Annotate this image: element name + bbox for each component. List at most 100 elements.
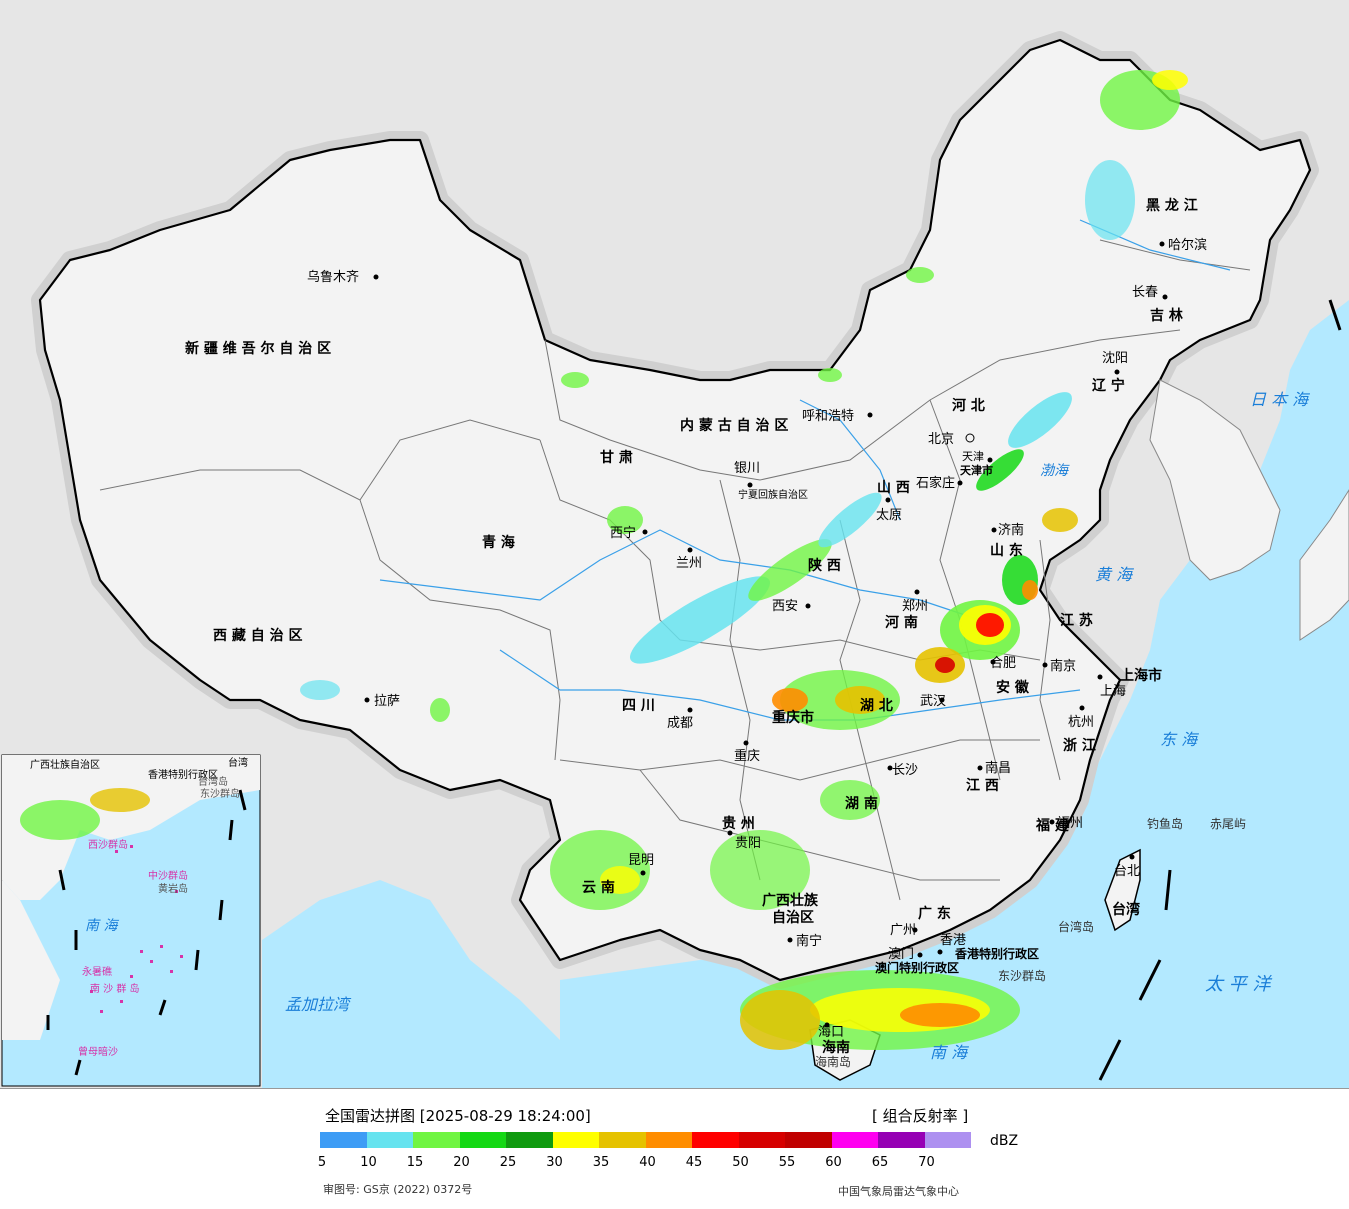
city-xian: 西安 (772, 599, 798, 614)
city-haikou: 海口 (818, 1025, 844, 1040)
color-scale-segment (459, 1132, 506, 1148)
inset-nansha: 南 沙 群 岛 (90, 982, 140, 995)
label-aomen-sar: 澳门特别行政区 (875, 960, 959, 975)
label-hunan: 湖 南 (845, 795, 878, 812)
color-scale-segment (924, 1132, 971, 1148)
color-scale-tick-label: 10 (360, 1155, 377, 1170)
color-scale-segment (413, 1132, 460, 1148)
city-zhengzhou: 郑州 (902, 599, 928, 614)
taiwan-land (1104, 848, 1141, 932)
color-scale-tick-label: 45 (685, 1155, 703, 1170)
bengal-sea (262, 880, 560, 1088)
color-scale-tick-label: 70 (918, 1155, 935, 1170)
label-guangxi-2: 自治区 (772, 909, 814, 926)
legend-title: 全国雷达拼图 [2025-08-29 18:24:00] (325, 1107, 591, 1125)
city-wuhan: 武汉 (920, 694, 946, 709)
color-scale-tick-label: 55 (778, 1155, 796, 1170)
city-shanghai: 上海 (1100, 684, 1126, 699)
color-scale-segment (320, 1132, 367, 1148)
island-hainandao: 海南岛 (815, 1054, 851, 1069)
label-liaoning: 辽 宁 (1092, 377, 1125, 394)
east-sea (560, 60, 1349, 1088)
sea-huanghai: 黄 海 (1095, 565, 1134, 584)
sea-mengjialawan: 孟加拉湾 (285, 995, 352, 1014)
label-fujian: 福 建 (1035, 817, 1069, 834)
label-shanxi: 山 西 (877, 480, 910, 496)
city-huhehaote: 呼和浩特 (802, 409, 854, 424)
color-scale-segment (878, 1132, 925, 1148)
city-changsha: 长沙 (892, 763, 918, 778)
label-shaanxi: 陕 西 (808, 557, 841, 574)
china-land (38, 38, 1312, 982)
island-chiweiyu: 赤尾屿 (1210, 817, 1246, 831)
city-nanning: 南宁 (796, 933, 822, 949)
legend-unit: dBZ (990, 1133, 1019, 1149)
city-guangzhou: 广州 (890, 923, 916, 938)
inset-xianggang: 香港特别行政区 (148, 768, 218, 781)
label-guangxi: 广西壮族 (762, 892, 819, 909)
city-guiyang: 贵阳 (735, 836, 761, 851)
city-chengdu: 成都 (667, 716, 693, 731)
radar-echoes (300, 70, 1188, 1050)
south-china-sea-inset (1, 754, 261, 1087)
color-scale-tick-label: 65 (871, 1155, 889, 1170)
sea-nanhai: 南 海 (930, 1043, 969, 1062)
inset-xisha: 西沙群岛 (88, 838, 128, 851)
source-agency: 中国气象局雷达气象中心 (838, 1185, 959, 1198)
label-anhui: 安 徽 (996, 679, 1030, 696)
label-neimenggu: 内 蒙 古 自 治 区 (680, 417, 788, 434)
legend-product-type: [ 组合反射率 ] (872, 1107, 969, 1125)
label-chongqing: 重庆市 (772, 709, 814, 726)
label-shandong: 山 东 (990, 542, 1023, 559)
color-scale-segment (366, 1132, 413, 1148)
color-scale-segment (831, 1132, 878, 1148)
label-jilin: 吉 林 (1150, 307, 1183, 324)
label-heilongjiang: 黑 龙 江 (1146, 197, 1198, 214)
city-shijiazhuang: 石家庄 (916, 475, 955, 491)
label-gansu: 甘 肃 (600, 449, 633, 466)
inset-nanhai: 南 海 (85, 918, 119, 934)
color-scale-ticks: 5 10 15 20 25 30 35 40 45 50 55 60 65 70 (0, 1155, 1349, 1173)
label-hainan: 海南 (822, 1039, 850, 1056)
city-lanzhou: 兰州 (676, 556, 702, 571)
sea-bohai: 渤海 (1040, 463, 1070, 479)
label-shanghai: 上海市 (1120, 667, 1162, 684)
city-shenyang: 沈阳 (1102, 351, 1128, 366)
color-scale-tick-label: 15 (406, 1155, 424, 1170)
color-scale-tick-label: 40 (639, 1155, 656, 1170)
color-scale-segment (599, 1132, 646, 1148)
color-scale-segment (738, 1132, 785, 1148)
label-henan: 河 南 (885, 614, 918, 631)
inset-taiwandao: 台湾岛 (198, 775, 228, 788)
city-taiyuan: 太原 (876, 508, 902, 523)
city-tianjin: 天津 (962, 450, 984, 463)
city-taibei: 台北 (1114, 864, 1140, 879)
label-ningxia: 宁夏回族自治区 (738, 488, 808, 501)
color-scale (320, 1132, 971, 1148)
label-hebei: 河 北 (952, 397, 985, 414)
province-borders (99, 239, 1251, 901)
island-diaoyudao: 钓鱼岛 (1147, 816, 1183, 831)
color-scale-segment (785, 1132, 832, 1148)
label-xizang: 西 藏 自 治 区 (213, 627, 303, 644)
city-fuzhou: 福州 (1057, 816, 1083, 831)
color-scale-tick-label: 25 (499, 1155, 517, 1170)
city-chongqing: 重庆 (734, 748, 760, 764)
city-lhasa: 拉萨 (374, 694, 400, 709)
label-sichuan: 四 川 (622, 698, 655, 714)
city-nanjing: 南京 (1050, 658, 1076, 674)
island-dongshaqundao: 东沙群岛 (998, 968, 1046, 983)
city-aomen: 澳门 (888, 946, 914, 962)
color-scale-segment (645, 1132, 692, 1148)
city-nanchang: 南昌 (985, 760, 1011, 776)
color-scale-segment (552, 1132, 599, 1148)
label-xianggang-sar: 香港特别行政区 (954, 946, 1039, 961)
city-jinan: 济南 (998, 522, 1024, 538)
label-tianjin: 天津市 (960, 463, 993, 477)
japan-land (1299, 489, 1349, 641)
city-yinchuan: 银川 (734, 461, 760, 476)
label-zhejiang: 浙 江 (1063, 737, 1096, 754)
label-yunnan: 云 南 (582, 879, 615, 896)
city-urumqi: 乌鲁木齐 (307, 269, 359, 285)
label-xinjiang: 新 疆 维 吾 尔 自 治 区 (185, 340, 331, 357)
